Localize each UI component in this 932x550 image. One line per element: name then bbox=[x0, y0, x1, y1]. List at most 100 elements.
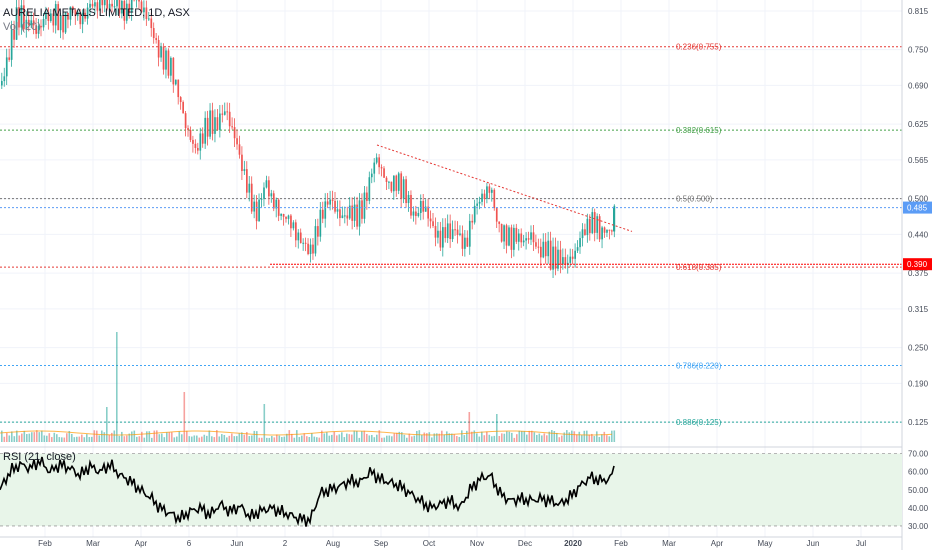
volume-bar bbox=[548, 431, 551, 442]
chart-title: AURELIA METALS LIMITED, 1D, ASX bbox=[3, 7, 190, 19]
candle-body bbox=[30, 20, 33, 26]
price-tick-label: 0.440 bbox=[908, 230, 929, 239]
candle-body bbox=[579, 238, 581, 248]
volume-bar bbox=[66, 433, 68, 442]
candle-body bbox=[177, 79, 180, 98]
volume-bar bbox=[308, 437, 311, 442]
candle-body bbox=[197, 147, 199, 151]
time-tick-label: Mar bbox=[86, 539, 100, 548]
price-tick-label: 0.565 bbox=[908, 156, 929, 165]
candle-body bbox=[199, 133, 202, 151]
candle-body bbox=[422, 200, 425, 212]
candle-body bbox=[373, 162, 376, 174]
volume-bar bbox=[486, 431, 488, 442]
volume-bar bbox=[28, 433, 31, 442]
volume-bar bbox=[456, 436, 458, 442]
volume-bar bbox=[223, 434, 226, 442]
volume-bar bbox=[271, 435, 273, 442]
candle-body bbox=[246, 169, 248, 193]
chart-legend: AURELIA METALS LIMITED, 1D, ASX Vol (20) bbox=[3, 6, 190, 34]
volume-bar bbox=[316, 437, 318, 442]
volume-bar bbox=[236, 436, 238, 442]
support-price-badge-label: 0.390 bbox=[907, 260, 928, 269]
volume-bar bbox=[416, 430, 418, 442]
candle-body bbox=[152, 28, 155, 39]
volume-bar bbox=[111, 432, 113, 442]
volume-bar bbox=[281, 437, 283, 442]
volume-bar bbox=[63, 437, 66, 442]
candle-body bbox=[468, 220, 471, 247]
volume-bar bbox=[606, 435, 608, 442]
candle-body bbox=[72, 6, 74, 10]
candle-body bbox=[439, 230, 442, 248]
candle-body bbox=[520, 233, 523, 243]
volume-bar bbox=[521, 431, 523, 442]
volume-bar bbox=[81, 434, 83, 442]
volume-bar bbox=[208, 430, 211, 442]
candle-body bbox=[263, 187, 265, 199]
resistance-trendline bbox=[376, 144, 633, 232]
candle-body bbox=[76, 11, 79, 17]
candle-body bbox=[402, 179, 405, 199]
volume-bar bbox=[578, 431, 581, 442]
volume-bar bbox=[256, 431, 258, 442]
candle-body bbox=[255, 201, 258, 222]
volume-bar bbox=[78, 436, 81, 442]
volume-bar bbox=[431, 437, 433, 442]
volume-bar bbox=[503, 433, 506, 442]
volume-bar bbox=[341, 432, 343, 442]
candle-body bbox=[94, 2, 96, 7]
candle-body bbox=[3, 76, 6, 82]
candle-body bbox=[52, 13, 55, 26]
candle-body bbox=[513, 227, 515, 250]
volume-bar bbox=[121, 431, 123, 442]
volume-bar bbox=[581, 435, 583, 442]
volume-bar bbox=[233, 436, 236, 442]
volume-bar bbox=[423, 432, 426, 442]
candle-body bbox=[285, 216, 287, 219]
volume-bar bbox=[483, 435, 486, 442]
candle-body bbox=[500, 223, 503, 242]
candle-body bbox=[393, 175, 395, 192]
volume-bar bbox=[381, 437, 383, 442]
candle-body bbox=[99, 0, 101, 11]
volume-bar bbox=[453, 434, 456, 442]
candle-body bbox=[473, 205, 476, 223]
candle-body bbox=[64, 12, 67, 33]
candle-body bbox=[45, 12, 47, 20]
candle-body bbox=[459, 233, 461, 235]
candle-body bbox=[260, 198, 263, 200]
volume-bar bbox=[391, 436, 393, 442]
volume-bar bbox=[41, 430, 43, 442]
candle-body bbox=[339, 209, 341, 219]
candle-body bbox=[324, 201, 327, 219]
candle-body bbox=[155, 38, 158, 41]
candle-body bbox=[574, 250, 576, 259]
volume-bar bbox=[266, 437, 268, 442]
volume-bar bbox=[446, 431, 448, 442]
volume-bar bbox=[411, 436, 413, 442]
volume-bar bbox=[146, 431, 148, 442]
volume-bar bbox=[131, 431, 133, 442]
candle-body bbox=[395, 175, 398, 191]
volume-bar bbox=[43, 435, 46, 442]
volume-bar bbox=[563, 432, 566, 442]
candle-body bbox=[525, 238, 527, 241]
candle-body bbox=[214, 117, 216, 134]
fib-level-label: 0.886(0.125) bbox=[676, 418, 722, 427]
candle-body bbox=[432, 221, 434, 226]
candle-body bbox=[530, 232, 532, 240]
candle-body bbox=[160, 46, 162, 58]
candle-body bbox=[10, 29, 13, 60]
volume-bar bbox=[201, 436, 203, 442]
rsi-tick-label: 50.00 bbox=[908, 486, 929, 495]
volume-bar bbox=[98, 435, 101, 442]
volume-bar bbox=[46, 435, 48, 442]
candle-body bbox=[111, 3, 113, 7]
candle-body bbox=[368, 177, 371, 201]
candle-body bbox=[557, 249, 559, 269]
candle-body bbox=[584, 229, 586, 236]
volume-bar bbox=[221, 434, 223, 442]
candle-body bbox=[101, 0, 104, 6]
